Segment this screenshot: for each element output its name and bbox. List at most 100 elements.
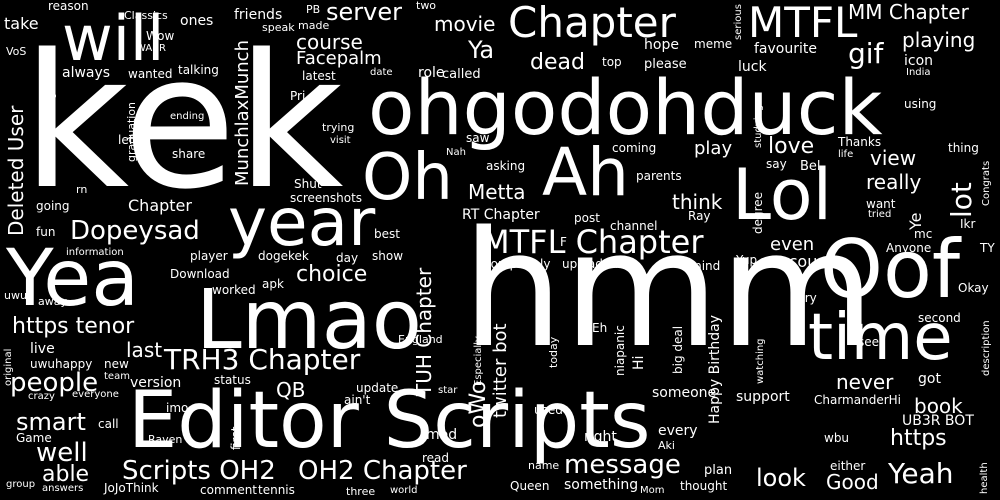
- word-mod: mod: [426, 427, 458, 443]
- word-never: never: [836, 370, 894, 394]
- word-lot: lot: [945, 182, 978, 218]
- word-thing: thing: [948, 141, 979, 155]
- word-mtfl-chapter: MTFL Chapter: [482, 223, 704, 261]
- word-player: player: [190, 249, 228, 263]
- word-qb: QB: [276, 378, 306, 402]
- word-metta: Metta: [468, 180, 526, 204]
- word-download: Download: [170, 267, 230, 281]
- word-raven: Raven: [148, 433, 183, 446]
- word-smart: smart: [16, 408, 86, 436]
- word-right: right: [584, 429, 617, 445]
- word-anyone: Anyone: [886, 241, 932, 255]
- word-hope: hope: [644, 37, 679, 53]
- word-comment: comment: [200, 483, 258, 497]
- word-role: role: [418, 65, 445, 81]
- word-imo: imo: [166, 401, 189, 415]
- word-two: two: [416, 0, 437, 12]
- word-read: read: [422, 451, 450, 465]
- word-https: https: [890, 426, 947, 451]
- word-mind: mind: [690, 259, 721, 273]
- word-uwu: uwu: [4, 289, 27, 302]
- word-studying: studying: [753, 104, 764, 148]
- word-visit: visit: [330, 135, 351, 146]
- word-pri: Pri: [290, 89, 306, 103]
- word-top: top: [602, 55, 622, 69]
- word-see: see: [858, 335, 880, 349]
- word-thought: thought: [680, 479, 728, 493]
- word-deleted-user: Deleted User: [4, 105, 28, 236]
- word-trh3-chapter: TRH3 Chapter: [164, 343, 361, 376]
- word-either: either: [830, 459, 866, 473]
- word-well: well: [36, 438, 88, 468]
- word-uwuhappy: uwuhappy: [30, 357, 93, 371]
- word-kek: kek: [22, 14, 344, 230]
- word-team: team: [104, 371, 130, 382]
- word-tuh-chapter: TUH Chapter: [412, 267, 436, 396]
- word-going: going: [36, 199, 70, 213]
- word-completely: completely: [484, 257, 551, 271]
- word-ray: Ray: [688, 209, 711, 223]
- word-using: using: [904, 97, 937, 111]
- word-ty: TY: [980, 241, 995, 255]
- word-mom: Mom: [640, 485, 665, 496]
- word-share: share: [172, 147, 206, 161]
- word-ub3r-bot: UB3R BOT: [902, 413, 974, 429]
- word-answers: answers: [42, 483, 84, 494]
- word-bel: Bel: [800, 159, 821, 174]
- word-health: health: [979, 462, 990, 494]
- word-information: information: [66, 247, 124, 258]
- word-rt-chapter: RT Chapter: [462, 207, 540, 223]
- word-parents: parents: [636, 169, 682, 183]
- word-happy-birthday: Happy Birthday: [707, 315, 723, 424]
- word-pb: PB: [306, 3, 321, 16]
- word-latest: latest: [302, 69, 336, 83]
- word-dead: dead: [530, 50, 585, 75]
- word-game: Game: [16, 431, 52, 445]
- word-fun: fun: [36, 225, 56, 239]
- word-watching: watching: [755, 338, 766, 384]
- word-live: live: [30, 341, 55, 357]
- word-post: post: [574, 211, 600, 225]
- word-mm-chapter: MM Chapter: [848, 0, 969, 24]
- word-every: every: [658, 423, 698, 439]
- word-everyone: everyone: [72, 389, 119, 400]
- word-aint: ain't: [344, 393, 371, 407]
- word-graduation: graduation: [125, 101, 138, 162]
- word-friends: friends: [234, 7, 283, 23]
- word-tried: tried: [868, 209, 892, 220]
- word-oof: Oof: [820, 223, 961, 316]
- word-oh2-chapter: OH2 Chapter: [298, 456, 467, 486]
- word-congrats: Congrats: [981, 160, 992, 206]
- word-version: version: [130, 375, 182, 391]
- word-okay: Okay: [958, 281, 989, 295]
- word-f: F: [560, 235, 567, 249]
- word-last: last: [126, 338, 163, 362]
- word-want: want: [866, 197, 896, 211]
- word-hmm: hmm: [462, 196, 876, 383]
- word-uploaded: uploaded: [562, 257, 618, 271]
- word-show: show: [372, 249, 404, 263]
- word-name: name: [528, 459, 560, 472]
- word-try: try: [800, 291, 817, 305]
- word-ones: ones: [180, 13, 214, 29]
- word-think: think: [672, 190, 723, 214]
- word-group: group: [6, 479, 36, 490]
- word-coming: coming: [612, 141, 657, 155]
- word-saw: saw: [466, 131, 490, 145]
- word-favourite: favourite: [754, 41, 817, 57]
- word-thanks: Thanks: [838, 135, 882, 149]
- word-facepalm: Facepalm: [296, 48, 382, 69]
- word-new: new: [104, 357, 129, 371]
- word-support: support: [736, 389, 790, 405]
- word-yea: Yea: [6, 234, 140, 324]
- word-meme: meme: [694, 37, 733, 51]
- word-shut: Shut: [294, 177, 322, 191]
- word-queen: Queen: [510, 479, 550, 493]
- word-reason: reason: [48, 0, 89, 13]
- word-editor-scripts: Editor Scripts: [128, 376, 651, 466]
- word-tennis: tennis: [258, 483, 295, 497]
- word-account: account: [770, 252, 834, 271]
- word-wow: Wow: [146, 29, 175, 43]
- word-https-tenor: https tenor: [12, 314, 135, 339]
